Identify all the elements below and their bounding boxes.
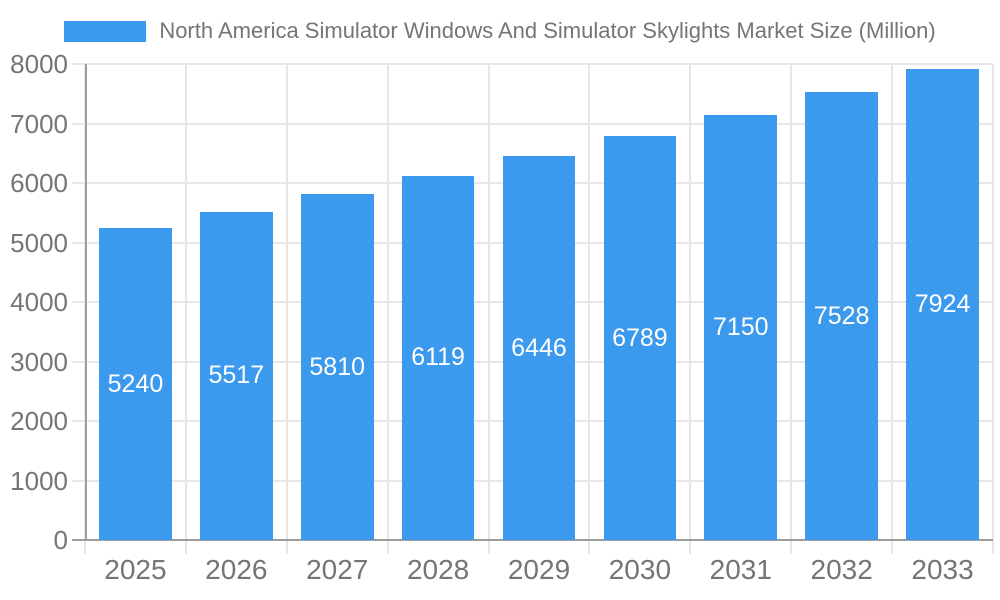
- y-axis-tick-label: 5000: [10, 227, 68, 258]
- bar-2028: 6119: [401, 175, 475, 540]
- y-axis-tick-label: 8000: [10, 49, 68, 79]
- x-axis-tick-label: 2025: [104, 554, 167, 585]
- gridline-horizontal: [72, 63, 993, 65]
- legend-label: North America Simulator Windows And Simu…: [159, 18, 936, 43]
- bar-value-label: 7528: [813, 301, 870, 330]
- legend-swatch: [64, 20, 147, 42]
- plot-area: 0 1000 2000 3000 4000 5000 6000 7000 8000 5240 202…: [10, 51, 994, 584]
- x-axis-tick-label: 2028: [406, 554, 470, 585]
- y-axis-tick-label: 6000: [10, 168, 68, 198]
- bar-2032: 7528: [805, 92, 878, 540]
- bar-2033: 7924: [906, 68, 979, 540]
- gridline-vertical: [588, 64, 591, 554]
- gridline-vertical: [790, 64, 793, 554]
- gridline-vertical: [386, 64, 389, 554]
- x-axis-tick-label: 2031: [709, 554, 772, 585]
- bar-value-label: 5240: [107, 369, 164, 398]
- gridline-vertical: [184, 64, 187, 554]
- gridline-horizontal: [72, 122, 993, 125]
- gridline-vertical: [487, 64, 490, 554]
- bar-value-label: 6789: [612, 323, 668, 352]
- y-axis-tick-label: 1000: [10, 465, 68, 496]
- x-axis-tick-label: 2032: [810, 554, 873, 585]
- bar-value-label: 7150: [712, 312, 769, 341]
- legend: North America Simulator Windows And Simu…: [0, 18, 1000, 44]
- bar-value-label: 6119: [411, 343, 465, 372]
- bar-2026: 5517: [200, 211, 273, 540]
- gridline-vertical: [689, 64, 692, 554]
- x-axis-tick-label: 2026: [205, 554, 268, 585]
- y-axis-tick-label: 4000: [10, 287, 68, 317]
- bar-value-label: 7924: [914, 289, 971, 318]
- bar-value-label: 6446: [511, 333, 567, 362]
- bar-value-label: 5517: [208, 361, 265, 390]
- bar-2030: 6789: [603, 136, 677, 540]
- bar-2027: 5810: [300, 194, 374, 540]
- x-axis-tick-label: 2027: [306, 554, 369, 585]
- gridline-vertical: [891, 64, 894, 554]
- bar-2029: 6446: [502, 156, 576, 540]
- y-axis-tick-label: 3000: [10, 346, 68, 377]
- y-axis-tick-label: 0: [53, 525, 68, 555]
- bar-value-label: 5810: [309, 352, 366, 381]
- y-axis-tick-label: 2000: [10, 406, 68, 436]
- y-axis-tick-label: 7000: [10, 108, 68, 139]
- gridline-vertical: [285, 64, 288, 554]
- y-axis-line: [85, 64, 87, 540]
- x-axis-tick-label: 2030: [608, 554, 672, 585]
- gridline-vertical: [992, 64, 994, 554]
- x-axis-baseline: [72, 539, 993, 541]
- x-axis-tick-label: 2033: [911, 554, 974, 585]
- bar-2031: 7150: [704, 114, 778, 540]
- x-axis-tick-label: 2029: [507, 554, 571, 585]
- bar-2025: 5240: [99, 228, 172, 540]
